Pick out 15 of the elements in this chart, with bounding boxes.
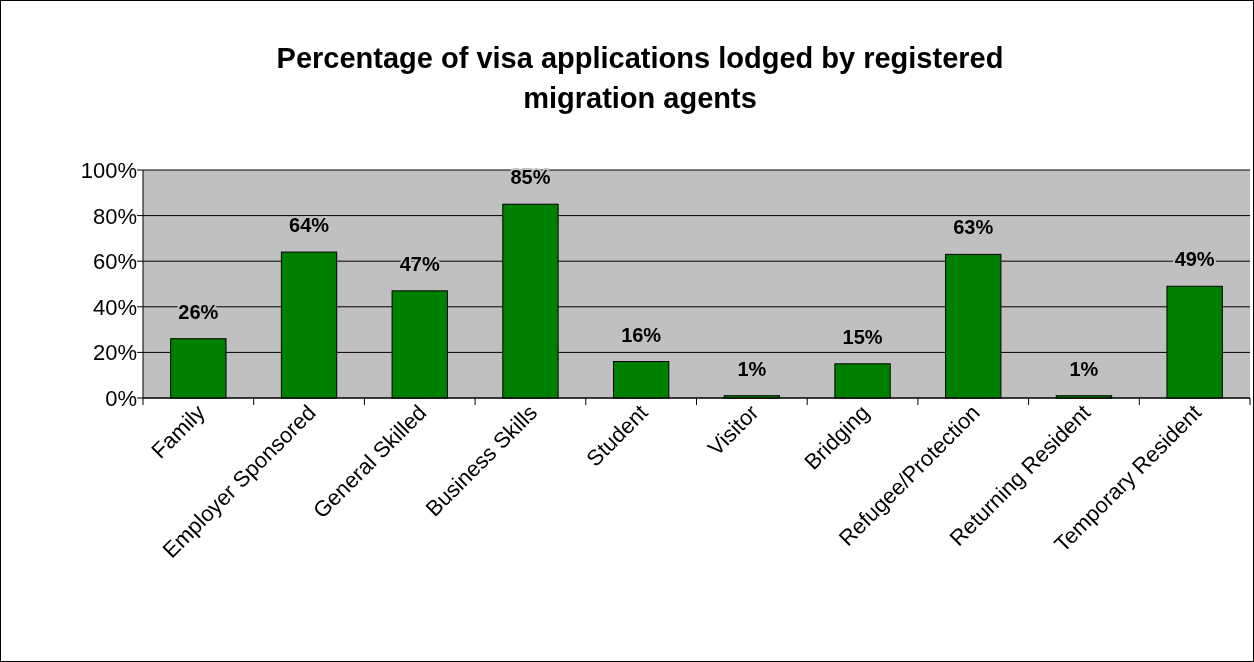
data-label: 85% <box>510 166 551 189</box>
y-tick-label: 20% <box>92 340 137 366</box>
y-tick-label: 40% <box>92 294 137 320</box>
data-label: 15% <box>842 325 883 348</box>
data-label: 63% <box>953 216 994 239</box>
y-tick-label: 80% <box>92 203 137 229</box>
data-label: 64% <box>289 214 330 237</box>
chart-title: Percentage of visa applications lodged by registered migration agents <box>276 42 1004 114</box>
y-tick-label: 0% <box>105 386 137 411</box>
data-label: 1% <box>737 357 767 380</box>
data-label: 1% <box>1069 357 1099 380</box>
y-tick-label: 100% <box>80 158 137 183</box>
y-tick-label: 60% <box>92 249 137 275</box>
data-label: 16% <box>621 323 662 346</box>
data-label: 26% <box>178 300 219 323</box>
